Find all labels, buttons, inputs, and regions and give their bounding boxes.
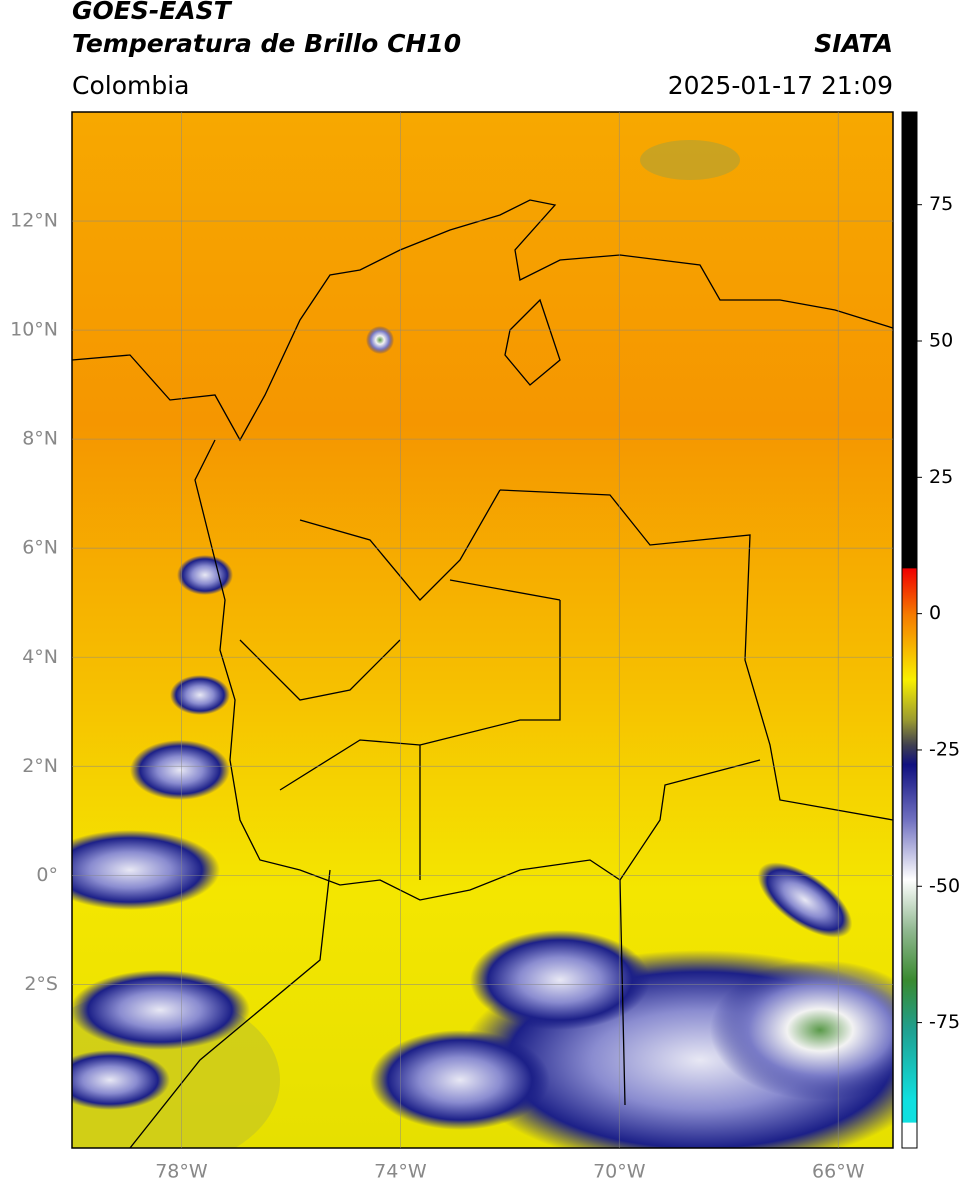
colorbar (901, 111, 918, 1149)
y-tick-label: 0° (36, 864, 58, 886)
colorbar-tick-label: 50 (929, 330, 953, 352)
satellite-image (72, 112, 893, 1148)
y-tick-label: 10°N (10, 319, 58, 341)
datetime: 2025-01-17 21:09 (668, 71, 893, 100)
y-tick-label: 2°N (22, 755, 58, 777)
colorbar-tick-label: -75 (929, 1011, 960, 1033)
y-tick-label: 2°S (24, 973, 58, 995)
x-tick-label: 78°W (155, 1161, 208, 1183)
region: Colombia (72, 71, 189, 100)
colorbar-tick-label: 75 (929, 193, 953, 215)
y-tick-label: 6°N (22, 537, 58, 559)
x-tick-label: 66°W (812, 1161, 865, 1183)
y-tick-label: 12°N (10, 210, 58, 232)
y-tick-label: 8°N (22, 428, 58, 450)
map-frame (71, 111, 894, 1149)
subtitle: Temperatura de Brillo CH10 (72, 29, 461, 58)
colorbar-tick-label: 0 (929, 602, 941, 624)
x-tick-label: 74°W (374, 1161, 427, 1183)
colorbar-tick-label: -50 (929, 875, 960, 897)
colorbar-tick-label: -25 (929, 738, 960, 760)
y-tick-label: 4°N (22, 646, 58, 668)
source: SIATA (814, 29, 893, 58)
colorbar-tick-label: 25 (929, 466, 953, 488)
x-tick-label: 70°W (593, 1161, 646, 1183)
title: GOES-EAST (72, 0, 233, 25)
